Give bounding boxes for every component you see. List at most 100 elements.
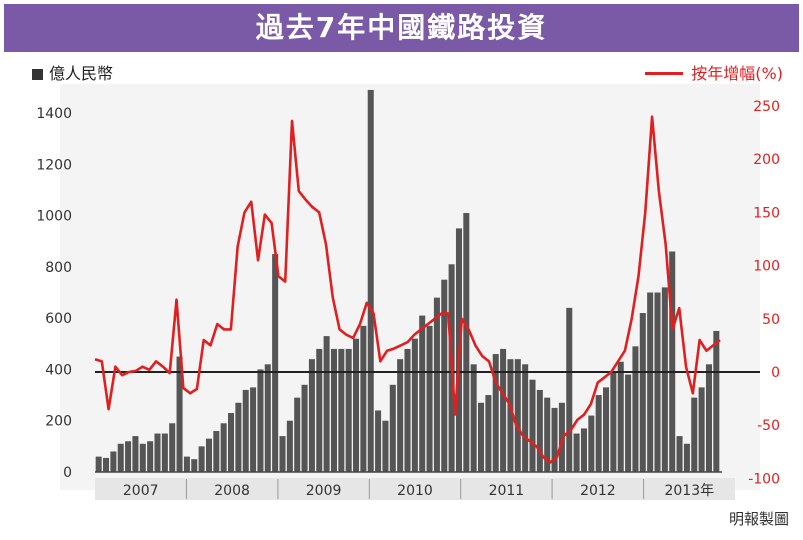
bar bbox=[705, 364, 712, 472]
bar bbox=[470, 364, 477, 472]
bar bbox=[382, 420, 389, 472]
bar bbox=[625, 374, 632, 472]
bar bbox=[610, 371, 617, 472]
bar bbox=[353, 338, 360, 472]
line-legend-label: 按年增幅(%) bbox=[691, 64, 783, 83]
bar bbox=[669, 251, 676, 472]
left-tick-label: 1400 bbox=[36, 106, 72, 122]
bar bbox=[580, 428, 587, 472]
bar-legend: 億人民幣 bbox=[32, 60, 113, 84]
line-legend: 按年增幅(%) bbox=[645, 60, 783, 84]
bar bbox=[698, 387, 705, 472]
year-label: 2013年 bbox=[664, 483, 714, 499]
bar bbox=[213, 430, 220, 472]
bar bbox=[345, 348, 352, 472]
bar bbox=[617, 361, 624, 472]
bar bbox=[257, 369, 264, 472]
bar bbox=[250, 387, 257, 472]
bar bbox=[330, 348, 337, 472]
left-tick-label: 400 bbox=[45, 362, 72, 378]
bar bbox=[654, 292, 661, 472]
bar bbox=[308, 359, 315, 472]
bar-legend-swatch bbox=[32, 69, 43, 80]
bar bbox=[147, 441, 154, 472]
bar bbox=[169, 423, 176, 472]
year-label: 2010 bbox=[397, 483, 433, 499]
bar bbox=[125, 441, 132, 472]
year-label: 2011 bbox=[489, 483, 525, 499]
right-tick-label: 150 bbox=[753, 205, 780, 221]
bar bbox=[595, 395, 602, 472]
bar bbox=[404, 348, 411, 472]
bar bbox=[338, 348, 345, 472]
bar bbox=[573, 433, 580, 472]
bar bbox=[360, 325, 367, 472]
bar bbox=[691, 397, 698, 472]
bar bbox=[117, 443, 124, 472]
right-tick-label: 200 bbox=[753, 152, 780, 168]
bar bbox=[639, 313, 646, 472]
bar bbox=[323, 336, 330, 472]
bar bbox=[632, 346, 639, 472]
bar bbox=[661, 287, 668, 472]
bar bbox=[161, 433, 168, 472]
bar bbox=[713, 330, 720, 472]
left-tick-label: 800 bbox=[45, 260, 72, 276]
bar bbox=[235, 402, 242, 472]
bar-legend-label: 億人民幣 bbox=[49, 64, 114, 83]
growth-line bbox=[94, 115, 721, 464]
bar bbox=[522, 364, 529, 472]
bar bbox=[419, 315, 426, 472]
right-tick-label: 50 bbox=[762, 312, 780, 328]
right-tick-label: 250 bbox=[753, 99, 780, 115]
bar bbox=[463, 213, 470, 472]
bar bbox=[478, 402, 485, 472]
source-note: 明報製圖 bbox=[728, 510, 789, 528]
bar bbox=[132, 436, 139, 472]
bar bbox=[389, 384, 396, 472]
left-tick-label: 1000 bbox=[36, 209, 72, 225]
bar bbox=[676, 436, 683, 472]
right-tick-label: 100 bbox=[753, 259, 780, 275]
bar bbox=[588, 415, 595, 472]
bar bbox=[272, 254, 279, 472]
bar bbox=[220, 423, 227, 472]
bar bbox=[647, 292, 654, 472]
bar bbox=[500, 348, 507, 472]
bar bbox=[411, 338, 418, 472]
bar bbox=[375, 410, 382, 472]
bar bbox=[603, 387, 610, 472]
right-tick-label: -100 bbox=[748, 471, 780, 487]
bar bbox=[485, 395, 492, 472]
bar bbox=[198, 446, 205, 472]
bar bbox=[176, 356, 183, 472]
bar bbox=[397, 359, 404, 472]
left-tick-label: 0 bbox=[63, 465, 72, 481]
year-label: 2012 bbox=[580, 483, 616, 499]
bar bbox=[544, 397, 551, 472]
bar bbox=[507, 359, 514, 472]
left-tick-label: 1200 bbox=[36, 157, 72, 173]
bar bbox=[294, 397, 301, 472]
left-tick-label: 200 bbox=[45, 414, 72, 430]
bar bbox=[301, 384, 308, 472]
x-axis-band bbox=[95, 478, 735, 500]
bar bbox=[529, 379, 536, 472]
bar bbox=[110, 451, 117, 472]
bar bbox=[514, 359, 521, 472]
line-legend-swatch bbox=[645, 72, 684, 75]
bar bbox=[191, 459, 198, 472]
left-tick-label: 600 bbox=[45, 311, 72, 327]
bar bbox=[95, 456, 102, 472]
bar bbox=[441, 279, 448, 472]
bar bbox=[683, 443, 690, 472]
bar bbox=[154, 433, 161, 472]
bar bbox=[536, 389, 543, 472]
year-label: 2007 bbox=[123, 483, 159, 499]
bar bbox=[103, 457, 110, 472]
right-tick-label: -50 bbox=[757, 418, 780, 434]
bar bbox=[367, 89, 374, 473]
year-label: 2008 bbox=[214, 483, 250, 499]
